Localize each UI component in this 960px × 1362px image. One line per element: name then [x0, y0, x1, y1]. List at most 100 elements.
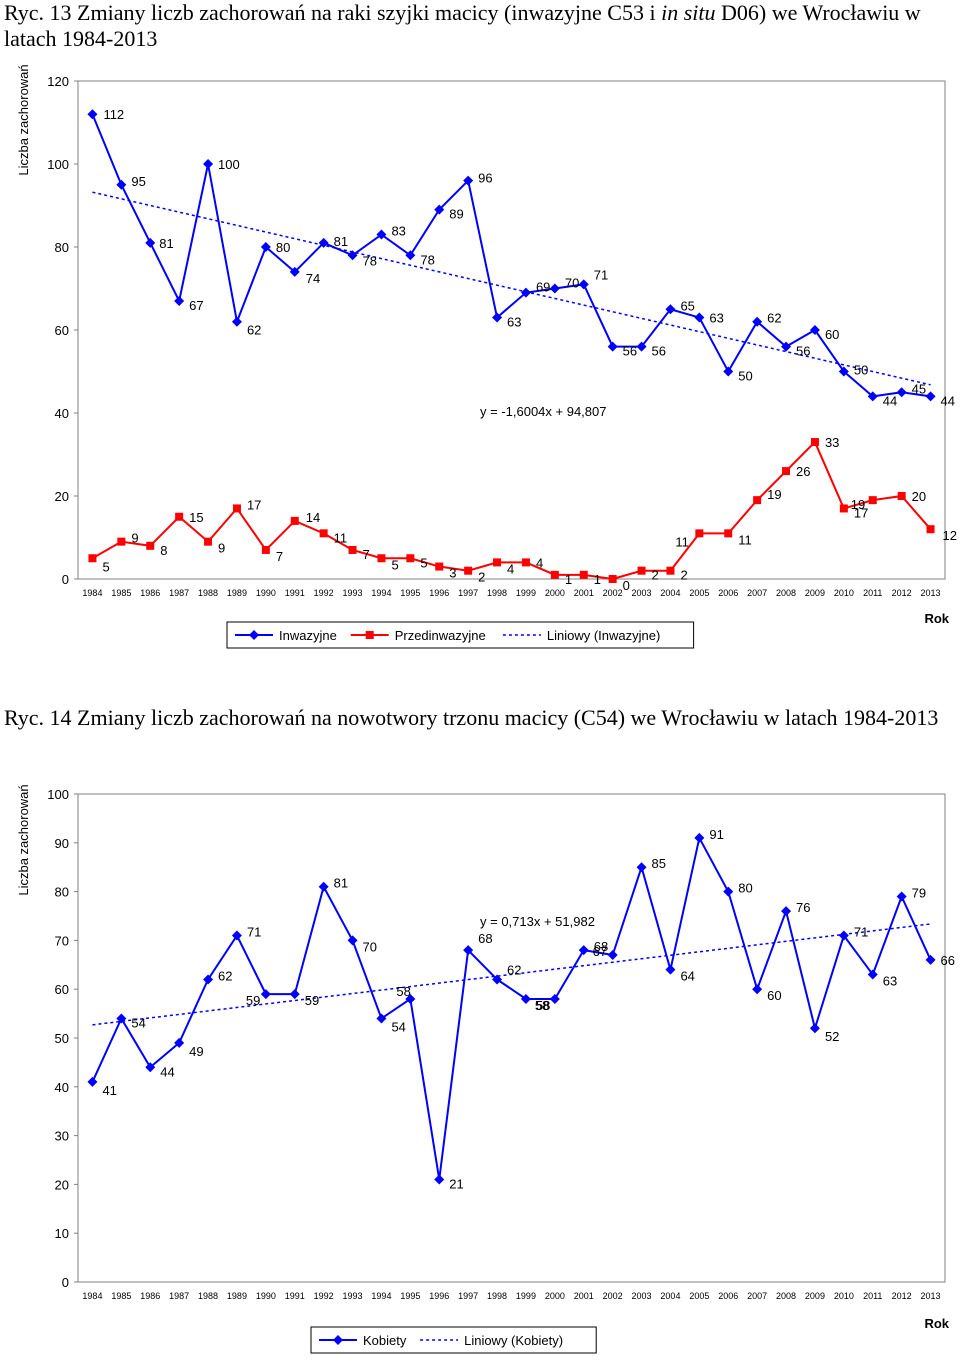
- data-point: [925, 391, 936, 402]
- data-label: 63: [883, 974, 897, 989]
- data-label: 56: [623, 344, 637, 359]
- data-label: 11: [334, 530, 348, 545]
- x-tick-label: 2001: [574, 588, 594, 598]
- y-tick-label: 50: [55, 1031, 69, 1046]
- data-label: 76: [796, 900, 810, 915]
- data-point: [897, 492, 906, 500]
- data-point: [607, 950, 618, 961]
- x-tick-label: 1997: [458, 588, 478, 598]
- legend-entry: Przedinwazyjne: [395, 628, 486, 643]
- data-label: 9: [218, 541, 225, 556]
- legend-marker: [333, 1335, 343, 1345]
- x-tick-label: 2011: [863, 588, 882, 598]
- data-label: 4: [507, 561, 514, 576]
- data-label: 78: [420, 252, 434, 267]
- y-tick-label: 0: [62, 1275, 69, 1290]
- x-tick-label: 1992: [314, 588, 334, 598]
- data-label: 44: [160, 1064, 174, 1079]
- data-point: [867, 969, 878, 980]
- data-point: [549, 283, 560, 294]
- x-tick-label: 1988: [198, 1291, 218, 1301]
- data-label: 33: [825, 435, 839, 450]
- data-point: [231, 316, 242, 327]
- data-point: [637, 566, 646, 575]
- data-label: 100: [218, 157, 240, 172]
- y-tick-label: 40: [55, 1080, 69, 1095]
- data-label: 91: [709, 827, 723, 842]
- data-point: [435, 562, 444, 571]
- data-label: 80: [276, 240, 290, 255]
- data-point: [809, 325, 820, 335]
- x-tick-label: 1990: [256, 1291, 276, 1301]
- data-point: [549, 993, 560, 1004]
- x-tick-label: 2004: [660, 588, 680, 598]
- data-point: [492, 312, 503, 323]
- y-tick-label: 60: [55, 982, 69, 997]
- data-point: [175, 512, 184, 521]
- legend-box: [226, 621, 695, 649]
- data-label: 56: [796, 344, 810, 359]
- data-point: [838, 366, 849, 377]
- y-axis-title: Liczba zachorowań: [16, 784, 31, 895]
- caption-13-text: Ryc. 13 Zmiany liczb zachorowań na raki …: [4, 0, 662, 25]
- data-point: [925, 954, 936, 965]
- plot-area: [77, 80, 946, 580]
- data-label: 70: [363, 939, 377, 954]
- data-label: 68: [594, 939, 608, 954]
- data-point: [260, 242, 271, 252]
- data-point: [260, 989, 271, 1000]
- x-tick-label: 2003: [632, 1291, 652, 1301]
- data-point: [347, 935, 358, 946]
- x-tick-label: 1995: [400, 588, 420, 598]
- data-label: 80: [738, 881, 752, 896]
- data-point: [579, 570, 588, 579]
- data-point: [752, 984, 763, 995]
- x-tick-label: 1988: [198, 588, 218, 598]
- x-tick-label: 1999: [516, 588, 536, 598]
- y-tick-label: 30: [55, 1129, 69, 1144]
- x-tick-label: 2007: [747, 588, 767, 598]
- data-label: 21: [449, 1177, 463, 1192]
- x-tick-label: 1991: [285, 1291, 305, 1301]
- data-point: [347, 250, 358, 261]
- data-point: [636, 862, 647, 873]
- x-tick-label: 1986: [140, 588, 160, 598]
- data-label: 96: [478, 171, 492, 186]
- x-tick-label: 1996: [429, 588, 449, 598]
- legend-marker: [365, 631, 374, 639]
- data-label: 44: [883, 393, 897, 408]
- data-point: [578, 945, 589, 956]
- data-label: 63: [709, 311, 723, 326]
- y-tick-label: 20: [55, 489, 69, 504]
- trend-equation: y = 0,713x + 51,982: [480, 914, 595, 929]
- x-tick-label: 1989: [227, 588, 247, 598]
- data-label: 52: [825, 1029, 839, 1044]
- data-label: 5: [391, 557, 398, 572]
- data-point: [896, 387, 907, 398]
- y-tick-label: 20: [55, 1177, 69, 1192]
- data-label: 68: [478, 931, 492, 946]
- data-label: 12: [943, 528, 957, 543]
- data-label: 7: [363, 547, 370, 562]
- x-tick-label: 1985: [111, 588, 131, 598]
- x-tick-label: 2008: [776, 588, 796, 598]
- x-tick-label: 1995: [400, 1291, 420, 1301]
- data-point: [838, 930, 849, 941]
- x-tick-label: 1985: [111, 1291, 131, 1301]
- data-label: 81: [334, 234, 348, 249]
- data-point: [492, 974, 503, 985]
- x-tick-label: 1993: [343, 1291, 363, 1301]
- data-label: 58: [536, 998, 550, 1013]
- y-tick-label: 60: [55, 323, 69, 338]
- figure-13-caption: Ryc. 13 Zmiany liczb zachorowań na raki …: [4, 0, 954, 52]
- x-tick-label: 1989: [227, 1291, 247, 1301]
- x-tick-label: 1984: [82, 1291, 102, 1301]
- data-label: 3: [449, 566, 456, 581]
- data-point: [868, 496, 877, 505]
- data-point: [782, 467, 791, 476]
- data-label: 50: [854, 363, 868, 378]
- data-label: 9: [131, 531, 138, 546]
- data-label: 60: [825, 327, 839, 342]
- data-point: [261, 545, 270, 554]
- x-tick-label: 1994: [371, 1291, 391, 1301]
